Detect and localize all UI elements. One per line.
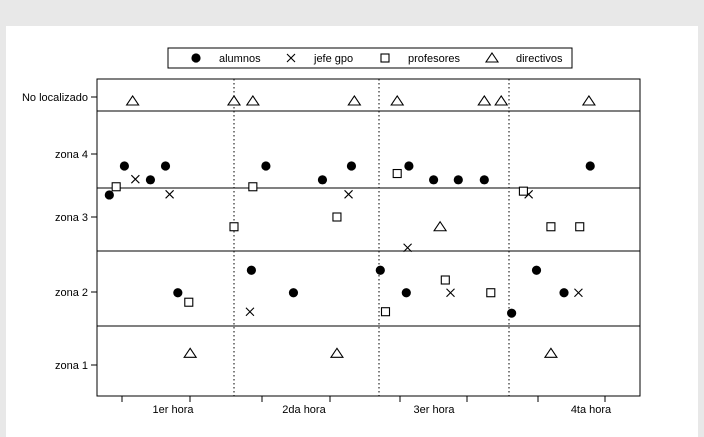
- point-directivos-0: [125, 94, 140, 106]
- point-directivos-4: [390, 94, 405, 106]
- point-alumnos-17: [531, 265, 542, 275]
- point-alumnos-3: [160, 161, 171, 171]
- point-directivos-5: [477, 94, 492, 106]
- point-alumnos-12: [404, 161, 414, 171]
- point-alumnos-1: [119, 161, 129, 171]
- point-alumnos-5: [246, 265, 256, 275]
- chart-panel: [6, 26, 698, 437]
- point-alumnos-18: [559, 288, 569, 298]
- point-alumnos-11: [401, 288, 411, 298]
- point-profesores-2: [229, 222, 239, 232]
- point-profesores-7: [440, 275, 450, 285]
- point-directivos-3: [347, 94, 362, 106]
- point-alumnos-2: [145, 175, 156, 185]
- point-profesores-5: [380, 307, 391, 317]
- point-directivos-2: [245, 94, 260, 106]
- zone-separators: [97, 110, 640, 327]
- point-alumnos-7: [288, 288, 299, 298]
- point-jefe-gpo-0: [130, 174, 140, 184]
- legend-marker-directivos: [484, 52, 500, 63]
- point-alumnos-0: [104, 190, 114, 200]
- point-profesores-8: [486, 288, 496, 298]
- plot-frame: [96, 78, 641, 397]
- point-alumnos-6: [261, 161, 271, 171]
- point-jefe-gpo-5: [446, 288, 455, 298]
- legend-marker-jefe-gpo: [286, 53, 296, 63]
- legend-marker-profesores: [380, 53, 390, 63]
- point-profesores-4: [332, 212, 342, 222]
- y-label-zona4: zona 4: [55, 149, 88, 161]
- point-alumnos-14: [453, 175, 463, 185]
- point-alumnos-19: [585, 161, 595, 171]
- point-jefe-gpo-2: [245, 307, 255, 317]
- hour-dividers: [233, 79, 510, 396]
- point-alumnos-9: [346, 161, 357, 171]
- x-axis: 1er hora 2da hora 3er hora 4ta hora: [121, 396, 612, 416]
- point-jefe-gpo-1: [165, 189, 174, 199]
- point-profesores-3: [248, 182, 258, 192]
- x-label-2da-hora: 2da hora: [282, 404, 326, 416]
- legend-label-profesores: profesores: [408, 53, 460, 65]
- point-directivos-11: [543, 347, 558, 358]
- point-profesores-1: [184, 297, 194, 307]
- point-directivos-1: [226, 94, 242, 106]
- point-directivos-8: [183, 347, 198, 358]
- legend-label-alumnos: alumnos: [219, 53, 261, 65]
- point-directivos-10: [433, 220, 448, 232]
- y-label-zona2: zona 2: [55, 287, 88, 299]
- x-label-1er-hora: 1er hora: [153, 404, 195, 416]
- point-profesores-9: [518, 186, 528, 196]
- point-directivos-9: [329, 347, 344, 358]
- point-jefe-gpo-4: [403, 243, 412, 253]
- point-alumnos-16: [507, 308, 517, 318]
- data-points: [104, 94, 596, 358]
- point-alumnos-13: [429, 175, 439, 185]
- y-label-no-localizado: No localizado: [22, 92, 88, 104]
- legend: alumnos jefe gpo profesores directivos: [167, 47, 573, 69]
- point-alumnos-8: [317, 175, 328, 185]
- point-alumnos-10: [375, 265, 385, 275]
- point-jefe-gpo-7: [574, 288, 583, 298]
- legend-label-directivos: directivos: [516, 53, 563, 65]
- legend-marker-alumnos: [191, 53, 201, 63]
- point-profesores-10: [546, 222, 556, 232]
- point-profesores-0: [111, 182, 121, 192]
- x-label-4ta-hora: 4ta hora: [571, 404, 612, 416]
- point-profesores-6: [392, 168, 402, 179]
- y-label-zona3: zona 3: [55, 212, 88, 224]
- point-directivos-7: [581, 94, 596, 106]
- point-alumnos-15: [479, 175, 489, 185]
- point-directivos-6: [494, 94, 509, 106]
- x-label-3er-hora: 3er hora: [414, 404, 456, 416]
- legend-label-jefe-gpo: jefe gpo: [313, 53, 353, 65]
- point-alumnos-4: [173, 288, 183, 298]
- point-profesores-11: [575, 222, 585, 232]
- y-axis: No localizado zona 4 zona 3 zona 2 zona …: [22, 92, 97, 372]
- point-jefe-gpo-3: [344, 189, 353, 199]
- y-label-zona1: zona 1: [55, 360, 88, 372]
- legend-box: [167, 47, 573, 69]
